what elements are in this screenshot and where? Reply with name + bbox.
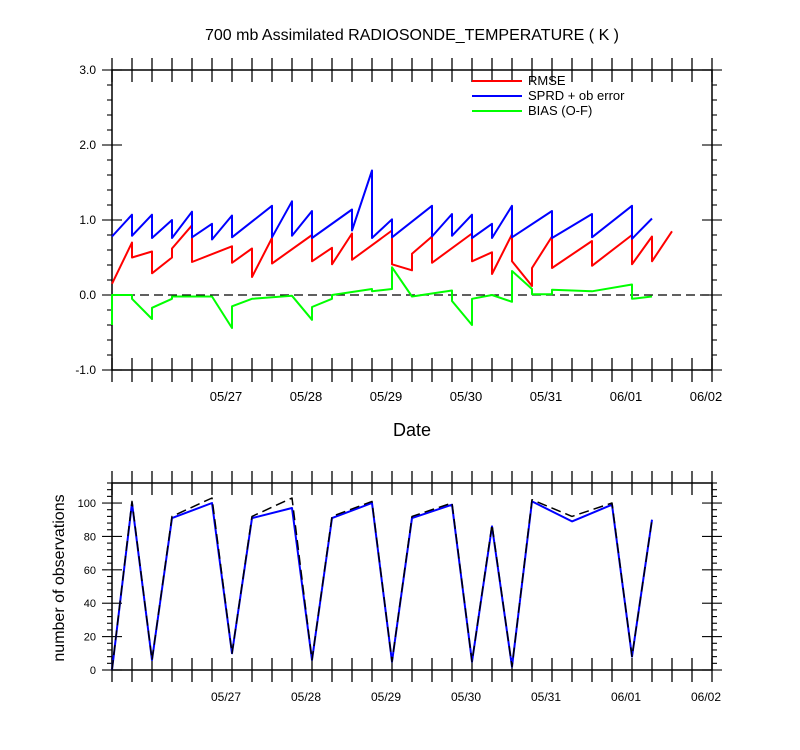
- top-chart-xlabel: Date: [393, 420, 431, 440]
- x-tick-label: 05/31: [531, 690, 561, 704]
- bottom-chart-series: [111, 497, 653, 671]
- y-tick-label: 0.0: [79, 288, 96, 302]
- x-tick-label: 06/01: [610, 389, 643, 404]
- top-chart-series: [111, 169, 673, 329]
- x-tick-label: 05/30: [450, 389, 483, 404]
- x-tick-label: 05/29: [371, 690, 401, 704]
- plot-frame: [111, 69, 713, 371]
- x-tick-label: 05/27: [211, 690, 241, 704]
- x-tick-label: 06/01: [611, 690, 641, 704]
- top-chart-title: 700 mb Assimilated RADIOSONDE_TEMPERATUR…: [205, 27, 619, 44]
- legend-label: RMSE: [528, 73, 566, 88]
- x-tick-label: 05/31: [530, 389, 563, 404]
- x-tick-label: 06/02: [690, 389, 723, 404]
- y-tick-label: 100: [78, 498, 96, 510]
- series-sprd-ob-error: [111, 169, 653, 241]
- series-bias-o-f: [111, 266, 653, 329]
- top-chart-axes: 05/27 05/28 05/29 05/30 05/31 06/01 06/02 -1.0 0…: [75, 58, 722, 404]
- y-tick-label: 1.0: [79, 213, 96, 227]
- y-tick-label: 80: [84, 531, 96, 543]
- x-tick-label: 05/30: [451, 690, 481, 704]
- bottom-chart-ylabel: number of observations: [51, 494, 68, 661]
- bottom-chart: 05/27 05/28 05/29 05/30 05/31 06/01 06/02 0 20 40…: [51, 471, 722, 704]
- x-tick-label: 05/28: [291, 690, 321, 704]
- x-tick-label: 05/29: [370, 389, 403, 404]
- top-chart: 700 mb Assimilated RADIOSONDE_TEMPERATUR…: [75, 27, 722, 440]
- y-tick-label: 3.0: [79, 63, 96, 77]
- y-tick-label: -1.0: [75, 363, 96, 377]
- y-tick-label: 60: [84, 565, 96, 577]
- y-tick-label: 20: [84, 632, 96, 644]
- x-tick-label: 06/02: [691, 690, 721, 704]
- y-tick-label: 2.0: [79, 138, 96, 152]
- y-tick-label: 0: [90, 665, 96, 677]
- series-dashed: [111, 497, 653, 671]
- y-tick-label: 40: [84, 598, 96, 610]
- legend-label: SPRD + ob error: [528, 88, 625, 103]
- bottom-chart-axes: 05/27 05/28 05/29 05/30 05/31 06/01 06/02 0 20 40…: [78, 471, 722, 704]
- x-tick-label: 05/28: [290, 389, 323, 404]
- x-tick-label: 05/27: [210, 389, 243, 404]
- legend-label: BIAS (O-F): [528, 103, 592, 118]
